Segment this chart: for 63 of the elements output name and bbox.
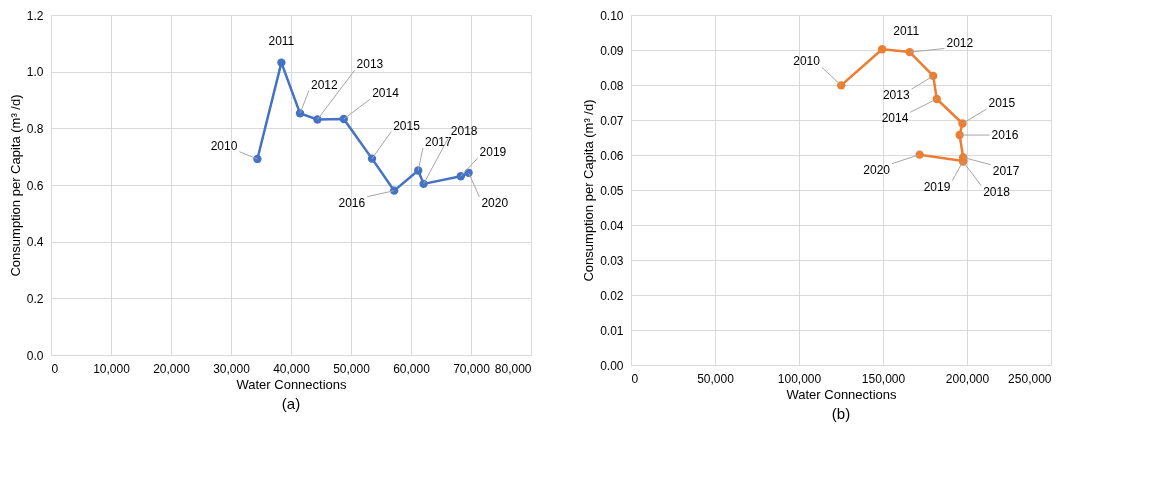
- x-tick-label: 80,000: [494, 361, 532, 376]
- y-tick-label: 0.01: [600, 323, 624, 338]
- annotation: 2011: [893, 24, 920, 39]
- annotation: 2013: [882, 88, 910, 103]
- annotation: 2014: [372, 86, 400, 101]
- annotation: 2018: [983, 184, 1011, 199]
- annotation: 2020: [481, 195, 509, 210]
- annotation: 2015: [393, 118, 421, 133]
- x-tick-label: 150,000: [861, 371, 906, 386]
- y-axis-title: Consumption per Capita (m³ /d): [581, 99, 597, 282]
- annotation: 2017: [992, 163, 1020, 178]
- annotation: 2016: [338, 195, 366, 210]
- x-tick-label: 200,000: [945, 371, 990, 386]
- y-tick-label: 0.2: [26, 291, 44, 306]
- text: (a): [281, 395, 301, 412]
- x-tick-label: 0: [51, 361, 59, 376]
- x-axis-title: Water Connections: [786, 386, 898, 402]
- y-tick-label: 0.06: [600, 148, 624, 163]
- annotation: 2013: [356, 57, 384, 72]
- annotation: 2018: [450, 124, 478, 139]
- x-tick-label: 70,000: [453, 361, 491, 376]
- x-tick-label: 50,000: [333, 361, 371, 376]
- annotation: 2015: [988, 96, 1016, 111]
- y-tick-label: 0.02: [600, 288, 624, 303]
- x-tick-label: 50,000: [697, 371, 735, 386]
- x-tick-label: 0: [631, 371, 639, 386]
- x-axis-title: Water Connections: [236, 376, 348, 392]
- y-tick-label: 0.07: [600, 113, 624, 128]
- annotation: 2019: [923, 179, 951, 194]
- x-tick-label: 30,000: [213, 361, 251, 376]
- y-tick-label: 0.09: [600, 43, 624, 58]
- y-tick-label: 0.0: [26, 348, 44, 363]
- annotation: 2010: [210, 138, 238, 153]
- y-tick-label: 1.0: [26, 65, 44, 80]
- annotation: 2017: [425, 134, 453, 149]
- annotation: 2019: [479, 145, 507, 160]
- x-tick-label: 60,000: [393, 361, 431, 376]
- annotation: 2014: [881, 111, 909, 126]
- point: [277, 58, 286, 67]
- text: (b): [831, 405, 851, 422]
- y-tick-label: 0.08: [600, 78, 624, 93]
- annotation: 2012: [311, 77, 339, 92]
- annotation: 2016: [991, 128, 1019, 143]
- y-tick-label: 0.00: [600, 358, 624, 373]
- point: [877, 45, 887, 54]
- x-tick-label: 20,000: [153, 361, 191, 376]
- annotation: 2010: [793, 54, 821, 69]
- y-tick-label: 0.6: [26, 178, 44, 193]
- x-tick-label: 100,000: [777, 371, 822, 386]
- y-tick-label: 0.10: [600, 8, 624, 23]
- y-axis-title: Consumption per Capita (m³ /d): [7, 94, 23, 277]
- x-tick-label: 250,000: [1008, 371, 1052, 386]
- y-tick-label: 0.05: [600, 183, 624, 198]
- y-tick-label: 1.2: [26, 8, 44, 23]
- x-tick-label: 10,000: [93, 361, 131, 376]
- x-tick-label: 40,000: [273, 361, 311, 376]
- y-tick-label: 0.8: [26, 121, 44, 136]
- y-tick-label: 0.04: [600, 218, 624, 233]
- annotation: 2011: [268, 33, 295, 48]
- y-tick-label: 0.03: [600, 253, 624, 268]
- annotation: 2012: [946, 35, 974, 50]
- y-tick-label: 0.4: [26, 235, 44, 250]
- annotation: 2020: [863, 162, 891, 177]
